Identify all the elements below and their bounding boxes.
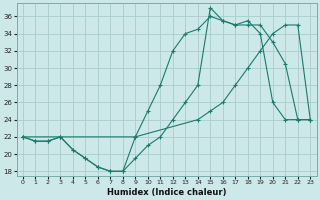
X-axis label: Humidex (Indice chaleur): Humidex (Indice chaleur): [107, 188, 226, 197]
